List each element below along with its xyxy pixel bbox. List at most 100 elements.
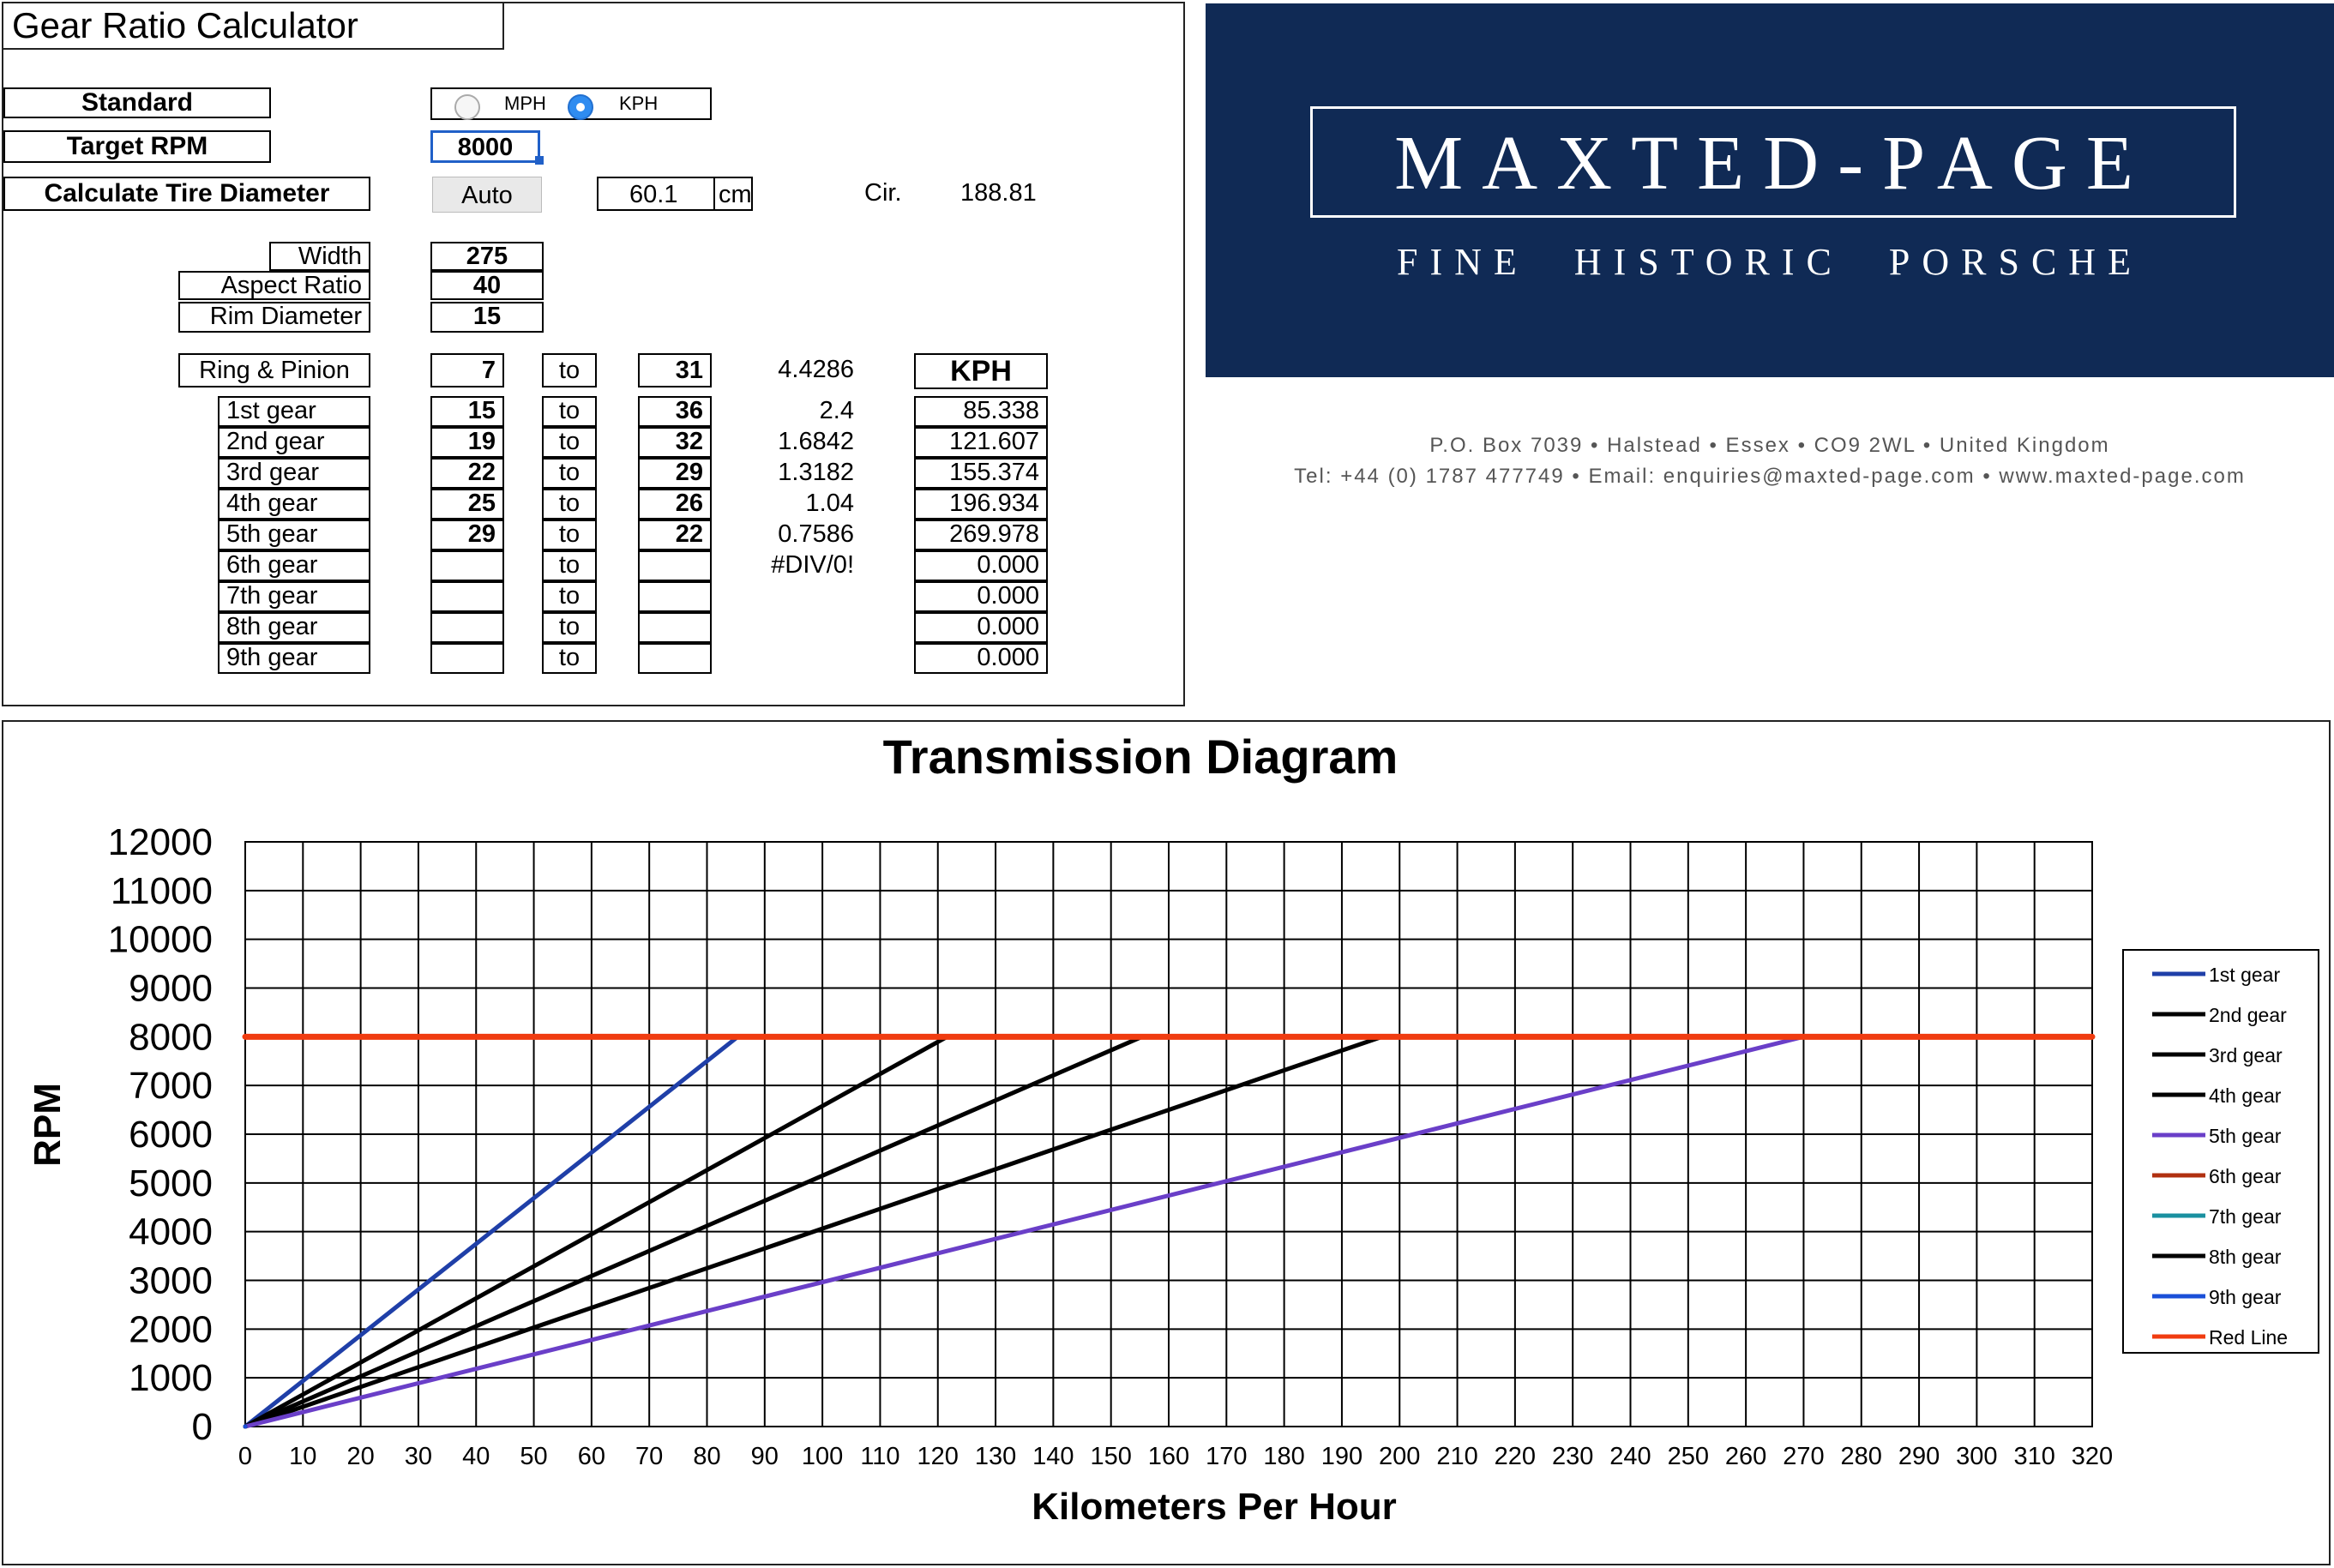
x-tick-label: 20 bbox=[346, 1443, 374, 1470]
gear-drive-teeth-input[interactable]: 15 bbox=[430, 396, 504, 427]
unit-radio-group: MPH KPH bbox=[430, 87, 712, 120]
gear-driven-teeth-input[interactable] bbox=[638, 643, 712, 674]
tire-diameter-unit: cm bbox=[719, 181, 752, 208]
gear-label: 6th gear bbox=[218, 550, 370, 581]
gear-drive-teeth-input[interactable] bbox=[430, 643, 504, 674]
x-tick-label: 260 bbox=[1725, 1443, 1766, 1470]
gear-drive-teeth-input[interactable] bbox=[430, 581, 504, 612]
address-line: P.O. Box 7039 • Halstead • Essex • CO9 2… bbox=[1429, 434, 2110, 457]
series-line-2 bbox=[243, 1034, 950, 1429]
x-tick-label: 210 bbox=[1436, 1443, 1477, 1470]
gear-driven-teeth-input[interactable]: 22 bbox=[638, 520, 712, 550]
gear-driven-teeth-input[interactable] bbox=[638, 612, 712, 643]
gear-speed-value: 0.000 bbox=[914, 581, 1048, 612]
legend-label: 9th gear bbox=[2209, 1286, 2282, 1308]
width-label: Width bbox=[269, 242, 370, 271]
calculator-panel bbox=[2, 2, 1185, 706]
gear-drive-teeth-input[interactable]: 25 bbox=[430, 489, 504, 520]
tire-diameter-field[interactable]: 60.1 cm bbox=[597, 177, 753, 211]
gear-driven-teeth-input[interactable]: 32 bbox=[638, 427, 712, 458]
x-tick-label: 50 bbox=[520, 1443, 547, 1470]
legend-label: 3rd gear bbox=[2209, 1044, 2283, 1066]
logo-name: MAXTED-PAGE bbox=[1394, 121, 2152, 206]
gear-speed-value: 155.374 bbox=[914, 458, 1048, 489]
x-tick-label: 130 bbox=[975, 1443, 1016, 1470]
gear-label: 4th gear bbox=[218, 489, 370, 520]
gear-label: 1st gear bbox=[218, 396, 370, 427]
circumference-value: 188.81 bbox=[960, 179, 1037, 207]
aspect-ratio-input[interactable]: 40 bbox=[430, 271, 544, 300]
gear-driven-teeth-input[interactable]: 26 bbox=[638, 489, 712, 520]
cell-handle[interactable] bbox=[535, 156, 544, 165]
gear-to-label: to bbox=[542, 612, 597, 643]
x-tick-label: 0 bbox=[238, 1443, 252, 1470]
contact-line: Tel: +44 (0) 1787 477749 • Email: enquir… bbox=[1294, 465, 2246, 488]
x-tick-label: 190 bbox=[1321, 1443, 1363, 1470]
gear-ratio-value: #DIV/0! bbox=[771, 551, 854, 579]
legend-label: Red Line bbox=[2209, 1326, 2288, 1349]
gear-speed-value: 121.607 bbox=[914, 427, 1048, 458]
x-tick-label: 110 bbox=[860, 1443, 899, 1470]
x-tick-label: 170 bbox=[1206, 1443, 1247, 1470]
aspect-ratio-label: Aspect Ratio bbox=[178, 271, 370, 300]
y-tick-label: 2000 bbox=[129, 1308, 213, 1350]
speed-header: KPH bbox=[914, 353, 1048, 389]
gear-drive-teeth-input[interactable] bbox=[430, 550, 504, 581]
y-tick-label: 9000 bbox=[129, 968, 213, 1010]
logo-frame: MAXTED-PAGE bbox=[1310, 106, 2236, 218]
series-line-1 bbox=[243, 1034, 740, 1429]
kph-radio[interactable] bbox=[568, 94, 593, 120]
mph-radio[interactable] bbox=[454, 94, 480, 120]
x-tick-label: 320 bbox=[2072, 1443, 2113, 1470]
gear-drive-teeth-input[interactable]: 22 bbox=[430, 458, 504, 489]
y-axis-label: RPM bbox=[27, 1083, 69, 1167]
x-tick-label: 160 bbox=[1148, 1443, 1189, 1470]
legend-label: 4th gear bbox=[2209, 1084, 2282, 1107]
gear-drive-teeth-input[interactable]: 29 bbox=[430, 520, 504, 550]
series-line-4 bbox=[243, 1034, 1385, 1429]
gear-driven-teeth-input[interactable] bbox=[638, 581, 712, 612]
x-tick-label: 290 bbox=[1898, 1443, 1940, 1470]
ring-to-label: to bbox=[542, 353, 597, 387]
rim-diameter-input[interactable]: 15 bbox=[430, 302, 544, 333]
series-line-3 bbox=[243, 1034, 1145, 1429]
gear-to-label: to bbox=[542, 550, 597, 581]
x-tick-label: 220 bbox=[1495, 1443, 1536, 1470]
x-tick-label: 80 bbox=[693, 1443, 720, 1470]
gear-drive-teeth-input[interactable] bbox=[430, 612, 504, 643]
x-tick-label: 200 bbox=[1379, 1443, 1420, 1470]
gear-to-label: to bbox=[542, 520, 597, 550]
x-tick-label: 60 bbox=[578, 1443, 605, 1470]
y-tick-label: 12000 bbox=[108, 821, 213, 863]
ring-ratio-value: 4.4286 bbox=[778, 356, 854, 383]
tire-diameter-value: 60.1 bbox=[629, 181, 678, 208]
gear-driven-teeth-input[interactable]: 29 bbox=[638, 458, 712, 489]
gear-drive-teeth-input[interactable]: 19 bbox=[430, 427, 504, 458]
gear-to-label: to bbox=[542, 643, 597, 674]
x-tick-label: 250 bbox=[1668, 1443, 1709, 1470]
gear-speed-value: 269.978 bbox=[914, 520, 1048, 550]
gear-speed-value: 0.000 bbox=[914, 612, 1048, 643]
y-tick-label: 11000 bbox=[111, 870, 213, 912]
legend-label: 5th gear bbox=[2209, 1125, 2282, 1147]
series-line-5 bbox=[243, 1034, 1806, 1429]
gear-speed-value: 196.934 bbox=[914, 489, 1048, 520]
auto-button[interactable]: Auto bbox=[432, 177, 542, 213]
width-input[interactable]: 275 bbox=[430, 242, 544, 271]
calculate-tire-diameter-label: Calculate Tire Diameter bbox=[3, 177, 370, 211]
gear-ratio-value: 1.04 bbox=[805, 490, 854, 517]
circumference-label: Cir. bbox=[864, 179, 902, 207]
legend-label: 6th gear bbox=[2209, 1165, 2282, 1187]
x-tick-label: 140 bbox=[1032, 1443, 1074, 1470]
gear-driven-teeth-input[interactable]: 36 bbox=[638, 396, 712, 427]
legend-label: 2nd gear bbox=[2209, 1004, 2287, 1026]
gear-speed-value: 85.338 bbox=[914, 396, 1048, 427]
x-tick-label: 180 bbox=[1263, 1443, 1304, 1470]
pinion-teeth-input[interactable]: 31 bbox=[638, 353, 712, 387]
target-rpm-input[interactable]: 8000 bbox=[430, 130, 540, 163]
gear-label: 9th gear bbox=[218, 643, 370, 674]
y-tick-label: 4000 bbox=[129, 1211, 213, 1253]
ring-teeth-input[interactable]: 7 bbox=[430, 353, 504, 387]
gear-driven-teeth-input[interactable] bbox=[638, 550, 712, 581]
gear-label: 3rd gear bbox=[218, 458, 370, 489]
